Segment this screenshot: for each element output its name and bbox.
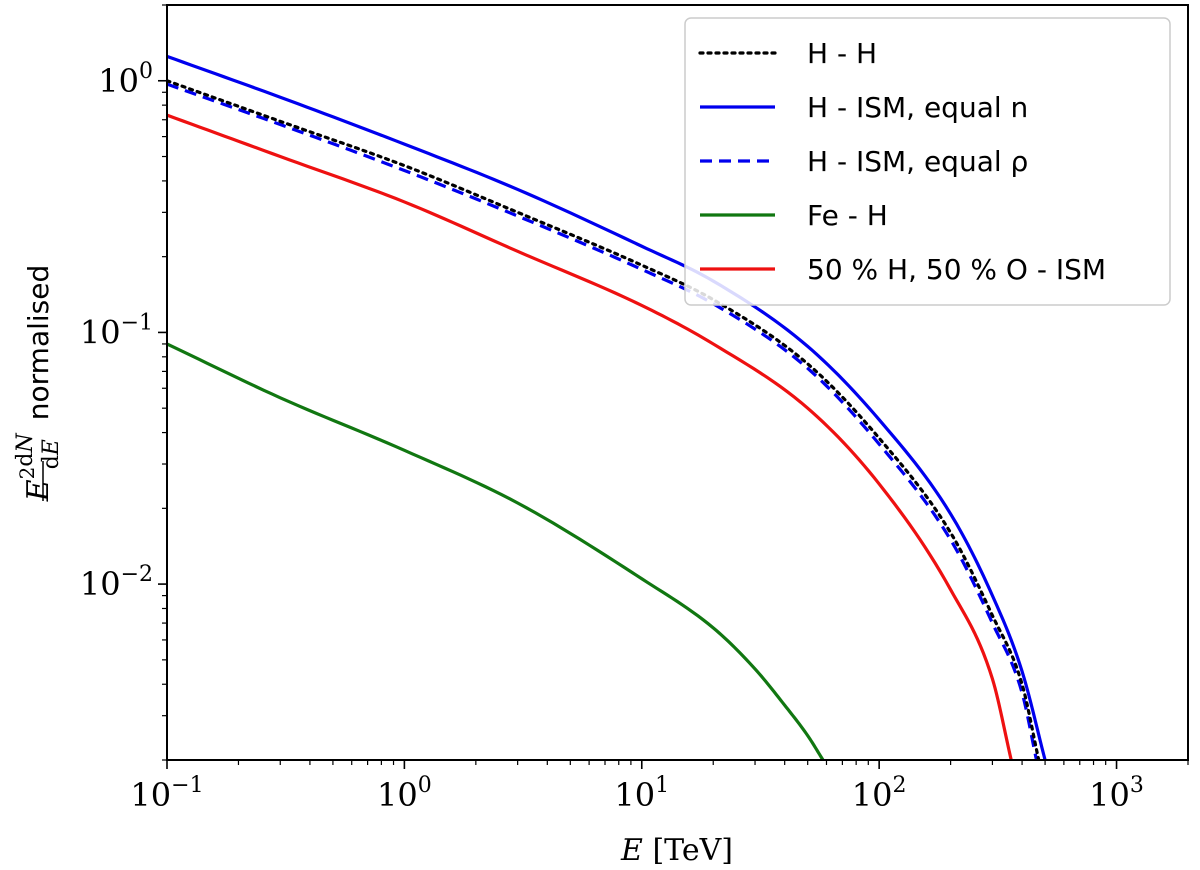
y-tick-label: 10−1 — [80, 310, 153, 351]
y-axis: 10−2 10−1 100 — [80, 4, 167, 761]
legend-label: 50 % H, 50 % O - ISM — [807, 253, 1106, 286]
x-tick-label: 101 — [614, 773, 669, 814]
y-axis-label: E2dNdE normalised — [13, 265, 64, 503]
x-tick-label: 100 — [377, 773, 432, 814]
plot-frame — [166, 4, 1189, 761]
series-line-3 — [167, 342, 825, 760]
series-line-1 — [167, 54, 1047, 760]
series-line-2 — [167, 82, 1039, 760]
plot-area — [166, 4, 1189, 761]
x-tick-label: 103 — [1089, 773, 1144, 814]
y-tick-label: 10−2 — [80, 562, 153, 603]
svg-text:E2dNdE normalised: E2dNdE normalised — [13, 265, 64, 503]
x-axis-label: E [TeV] — [620, 833, 733, 868]
y-tick-label: 100 — [98, 59, 153, 100]
legend-box — [684, 17, 1171, 306]
series-line-0 — [167, 79, 1041, 760]
legend: H - H H - ISM, equal n H - ISM, equal ρ Fe … — [684, 17, 1171, 306]
series-layer — [167, 54, 1047, 760]
legend-label: Fe - H — [807, 199, 888, 232]
legend-label: H - ISM, equal ρ — [807, 145, 1028, 178]
x-tick-label: 10−1 — [130, 773, 203, 814]
legend-label: H - ISM, equal n — [807, 91, 1028, 124]
series-line-4 — [167, 113, 1013, 760]
x-tick-label: 102 — [852, 773, 907, 814]
legend-label: H - H — [807, 37, 877, 70]
x-axis: 10−1 100 101 102 103 — [130, 760, 1189, 814]
